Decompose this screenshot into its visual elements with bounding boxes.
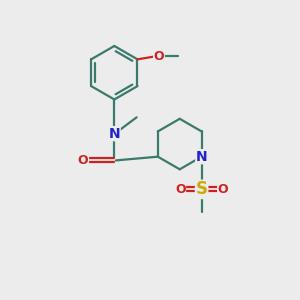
Text: N: N bbox=[196, 150, 207, 164]
Text: O: O bbox=[218, 183, 228, 196]
Text: N: N bbox=[109, 127, 120, 141]
Text: O: O bbox=[78, 154, 88, 167]
Text: O: O bbox=[154, 50, 164, 63]
Text: O: O bbox=[175, 183, 185, 196]
Text: S: S bbox=[196, 180, 208, 198]
